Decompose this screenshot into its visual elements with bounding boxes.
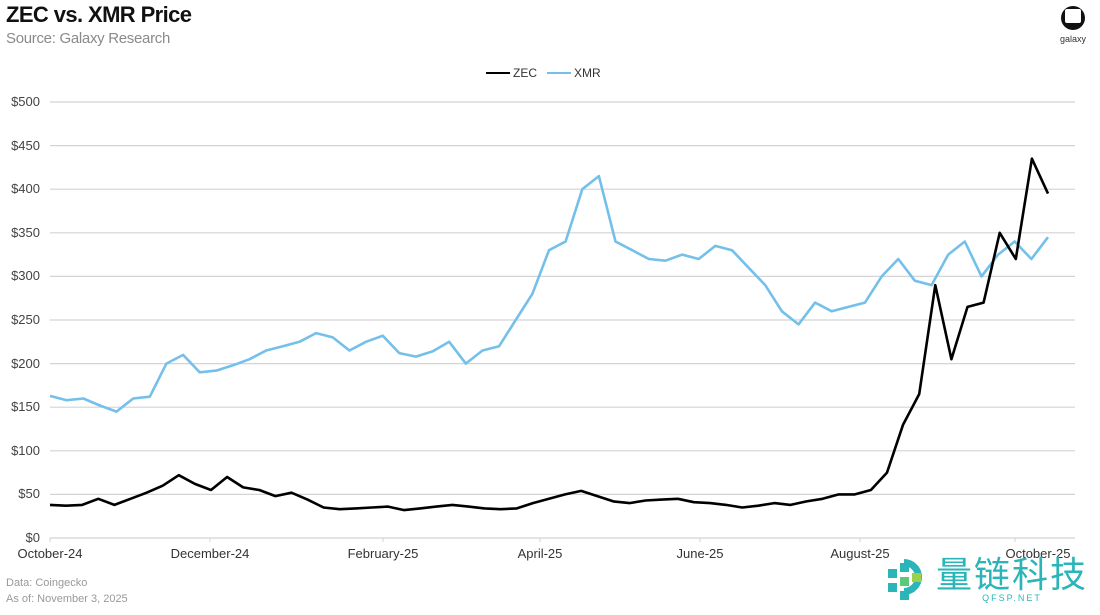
watermark-cn-text: 量链科技 <box>936 555 1089 596</box>
y-tick-label: $400 <box>11 181 40 197</box>
watermark: 量链科技 QFSP.NET <box>878 551 1089 605</box>
x-tick-label: February-25 <box>347 546 419 561</box>
y-tick-label: $0 <box>25 530 40 545</box>
y-tick-label: $350 <box>11 224 40 240</box>
chart-title: ZEC vs. XMR Price <box>6 2 192 27</box>
legend-label-zec: ZEC <box>513 66 537 80</box>
data-source-note: Data: Coingecko <box>6 577 88 589</box>
galaxy-logo-icon <box>1061 6 1085 30</box>
watermark-en-text: QFSP.NET <box>982 593 1042 603</box>
y-tick-label: $250 <box>11 312 40 327</box>
as-of-note: As of: November 3, 2025 <box>6 593 128 605</box>
series-line-zec <box>49 157 1050 512</box>
x-tick-label: December-24 <box>170 546 250 561</box>
legend-item-zec: ZEC <box>486 66 537 80</box>
y-tick-label: $150 <box>11 399 40 415</box>
x-tick-label: August-25 <box>830 546 890 561</box>
chart-subtitle: Source: Galaxy Research <box>6 30 171 47</box>
y-tick-label: $450 <box>11 137 40 153</box>
watermark-logo-icon <box>878 551 930 605</box>
legend: ZEC XMR <box>486 66 611 80</box>
x-tick-label: April-25 <box>517 546 563 561</box>
legend-swatch-xmr <box>547 71 571 75</box>
galaxy-logo-text: galaxy <box>1059 34 1086 44</box>
y-tick-label: $50 <box>18 486 40 502</box>
y-tick-label: $300 <box>11 268 40 284</box>
x-tick-label: June-25 <box>676 546 724 561</box>
y-tick-label: $500 <box>11 94 40 109</box>
series-line-xmr <box>49 174 1050 413</box>
legend-item-xmr: XMR <box>547 66 601 80</box>
x-tick-label: October-25 <box>1005 546 1071 561</box>
legend-label-xmr: XMR <box>574 66 601 80</box>
y-tick-label: $200 <box>11 355 40 371</box>
legend-swatch-zec <box>486 71 510 75</box>
galaxy-logo: galaxy <box>1055 6 1091 44</box>
y-tick-label: $100 <box>11 442 40 458</box>
x-tick-label: October-24 <box>17 546 83 561</box>
